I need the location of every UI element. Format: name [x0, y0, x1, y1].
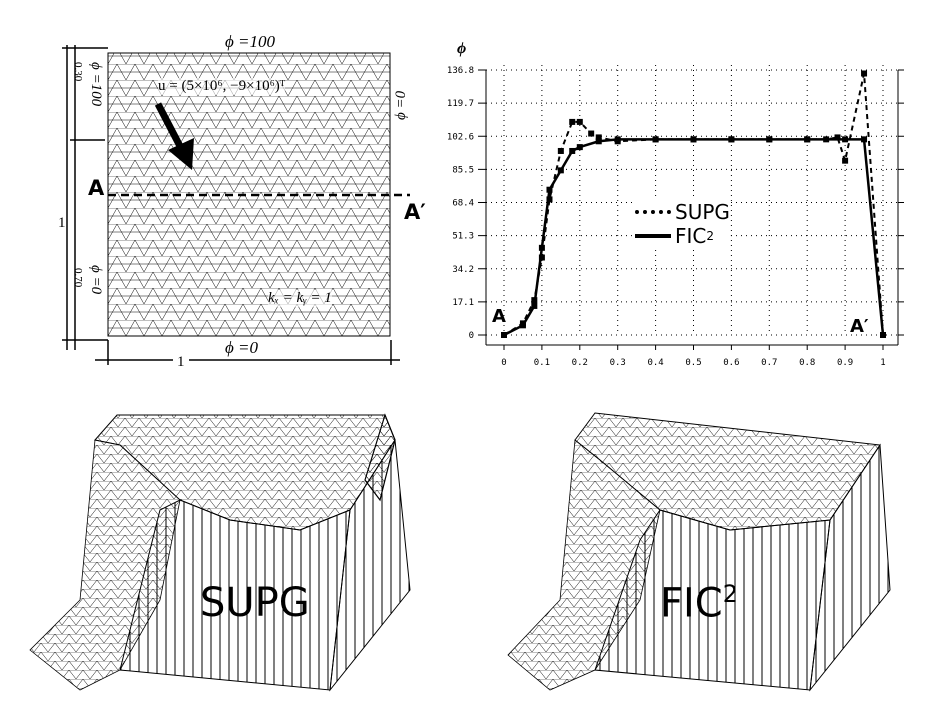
surface-label-fic2-text: FIC: [660, 580, 723, 627]
data-point-marker: [519, 322, 526, 329]
bottom-boundary-label: ϕ =0: [225, 338, 259, 357]
x-tick-label: 0.9: [837, 358, 853, 368]
left-lower-boundary-label: ϕ =0: [88, 265, 104, 295]
x-tick-label: 0.2: [572, 358, 588, 368]
legend-label-fic2: FIC: [675, 224, 707, 248]
y-tick-label: 51.3: [452, 232, 474, 242]
y-tick-label: 136.8: [447, 66, 474, 76]
data-point-marker: [569, 118, 576, 125]
left-upper-boundary-label: ϕ =100: [88, 62, 104, 107]
right-boundary-label: ϕ =0: [393, 90, 409, 120]
data-point-marker: [557, 167, 564, 174]
data-point-marker: [652, 136, 659, 143]
data-point-marker: [804, 136, 811, 143]
data-point-marker: [557, 147, 564, 154]
x-tick-label: 0.8: [799, 358, 815, 368]
profile-chart-plot: 0 0.1 0.2 0.3 0.4 0.5 0.6 0.7 0.8 0.9 1 0 17.1 34.2 51…: [447, 65, 904, 368]
top-boundary-label: ϕ =100: [225, 32, 276, 51]
legend-label-fic2-sup: 2: [706, 229, 715, 243]
y-tick-label: 68.4: [452, 199, 474, 209]
data-point-marker: [501, 332, 507, 338]
data-point-marker: [588, 130, 595, 137]
chart-label-a: A: [492, 306, 506, 327]
surface-plot-fic2: FIC2: [490, 400, 910, 700]
data-point-marker: [728, 136, 735, 143]
chart-legend: SUPG FIC 2: [635, 200, 730, 248]
data-point-marker: [538, 254, 545, 261]
fic2-surface-wireframe: [507, 412, 891, 692]
data-point-marker: [834, 134, 841, 141]
data-point-marker: [576, 118, 583, 125]
x-tick-label: 0.7: [761, 358, 777, 368]
data-point-marker: [842, 136, 849, 143]
dimension-height: 1: [58, 215, 66, 232]
surface-label-fic2-sup: 2: [722, 580, 739, 608]
data-point-marker: [546, 196, 553, 203]
x-tick-label: 0.3: [610, 358, 626, 368]
data-point-marker: [576, 144, 583, 151]
data-point-marker: [546, 186, 553, 193]
x-tick-label: 0.1: [534, 358, 550, 368]
domain-panel: ϕ =100 ϕ =0 ϕ =0 ϕ =100 ϕ =0 0.30 0.70 1…: [0, 0, 460, 380]
surface-label-supg: SUPG: [200, 580, 310, 626]
legend-item-fic2: FIC 2: [635, 224, 730, 248]
data-point-marker: [614, 136, 621, 143]
y-tick-label: 0: [469, 331, 474, 341]
mesh-diagram: [62, 45, 410, 365]
section-start-label: A: [88, 176, 105, 200]
diffusivity-label: kₓ = kᵧ = 1: [268, 290, 332, 307]
surface-plot-supg: SUPG: [20, 400, 440, 700]
dimension-width: 1: [173, 354, 189, 371]
x-tick-label: 0.5: [685, 358, 701, 368]
section-end-label: A′: [404, 200, 426, 224]
data-point-marker: [538, 244, 545, 251]
velocity-label: u = (5×10⁶, −9×10⁶)ᵀ: [158, 78, 286, 95]
y-tick-label: 85.5: [452, 165, 474, 175]
data-point-marker: [861, 70, 868, 77]
y-tick-label: 34.2: [452, 265, 474, 275]
series-line-solid: [503, 138, 885, 337]
x-tick-label: 0.4: [647, 358, 663, 368]
supg-surface-wireframe: [29, 413, 411, 692]
data-point-marker: [880, 332, 886, 338]
data-point-marker: [766, 136, 773, 143]
chart-label-a-prime: A′: [850, 316, 869, 337]
surface-label-fic2: FIC2: [660, 580, 738, 626]
y-tick-label: 17.1: [452, 298, 474, 308]
dimension-upper: 0.30: [72, 62, 84, 82]
dimension-lower: 0.70: [72, 268, 84, 288]
data-point-marker: [531, 302, 538, 309]
y-tick-label: 102.6: [447, 132, 474, 142]
data-point-marker: [595, 134, 602, 141]
x-tick-label: 0.6: [723, 358, 739, 368]
legend-item-supg: SUPG: [635, 200, 730, 224]
legend-label-supg: SUPG: [675, 200, 730, 224]
data-point-marker: [595, 138, 602, 145]
data-point-marker: [861, 136, 868, 143]
x-tick-label: 0: [501, 358, 506, 368]
y-tick-label: 119.7: [447, 99, 474, 109]
x-tick-label: 1: [880, 358, 885, 368]
profile-chart: 0 0.1 0.2 0.3 0.4 0.5 0.6 0.7 0.8 0.9 1 0 17.1 34.2 51…: [440, 30, 930, 370]
dotted-line-icon: [635, 210, 671, 214]
data-point-marker: [690, 136, 697, 143]
chart-y-axis-label: ϕ: [457, 40, 467, 57]
solid-line-icon: [635, 234, 671, 238]
data-point-marker: [569, 147, 576, 154]
data-point-marker: [842, 157, 849, 164]
